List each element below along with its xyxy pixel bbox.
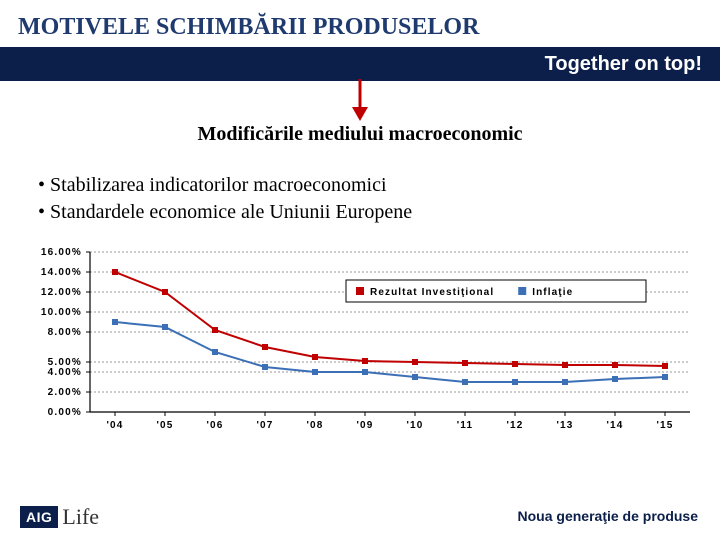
svg-text:'09: '09	[356, 420, 373, 431]
page-title: MOTIVELE SCHIMBĂRII PRODUSELOR	[0, 0, 720, 47]
ribbon-text: Together on top!	[545, 53, 702, 76]
svg-text:0.00%: 0.00%	[48, 407, 82, 418]
svg-text:16.00%: 16.00%	[41, 247, 82, 258]
bullet-item: • Stabilizarea indicatorilor macroeconom…	[38, 172, 682, 199]
svg-text:'12: '12	[506, 420, 523, 431]
svg-text:'15: '15	[656, 420, 673, 431]
svg-text:'05: '05	[156, 420, 173, 431]
svg-text:'08: '08	[306, 420, 323, 431]
brand-logo: AIG Life	[20, 504, 99, 530]
svg-text:'10: '10	[406, 420, 423, 431]
svg-text:2.00%: 2.00%	[48, 387, 82, 398]
bullet-item: • Standardele economice ale Uniunii Euro…	[38, 199, 682, 226]
down-arrow	[0, 79, 720, 119]
svg-text:'07: '07	[256, 420, 273, 431]
svg-text:5.00%: 5.00%	[48, 357, 82, 368]
logo-box: AIG	[20, 506, 58, 528]
arrow-down-icon	[340, 79, 380, 123]
svg-text:'04: '04	[106, 420, 123, 431]
svg-text:Inflaţie: Inflaţie	[532, 287, 573, 298]
ribbon-bar: Together on top!	[0, 47, 720, 81]
bullet-list: • Stabilizarea indicatorilor macroeconom…	[0, 146, 720, 238]
svg-text:'06: '06	[206, 420, 223, 431]
svg-text:12.00%: 12.00%	[41, 287, 82, 298]
svg-text:10.00%: 10.00%	[41, 307, 82, 318]
svg-text:'13: '13	[556, 420, 573, 431]
svg-text:4.00%: 4.00%	[48, 367, 82, 378]
svg-text:Rezultat Investiţional: Rezultat Investiţional	[370, 287, 494, 298]
logo-life: Life	[62, 504, 99, 530]
subtitle: Modificările mediului macroeconomic	[0, 123, 720, 146]
footer-caption: Noua generaţie de produse	[518, 508, 698, 524]
svg-text:14.00%: 14.00%	[41, 267, 82, 278]
svg-text:'14: '14	[606, 420, 623, 431]
svg-text:8.00%: 8.00%	[48, 327, 82, 338]
svg-text:'11: '11	[457, 420, 474, 431]
line-chart: 0.00% 2.00% 4.00%5.00% 8.00% 10.00% 12.00% 14.…	[16, 244, 704, 444]
chart-svg: 0.00% 2.00% 4.00%5.00% 8.00% 10.00% 12.00% 14.…	[16, 244, 704, 444]
